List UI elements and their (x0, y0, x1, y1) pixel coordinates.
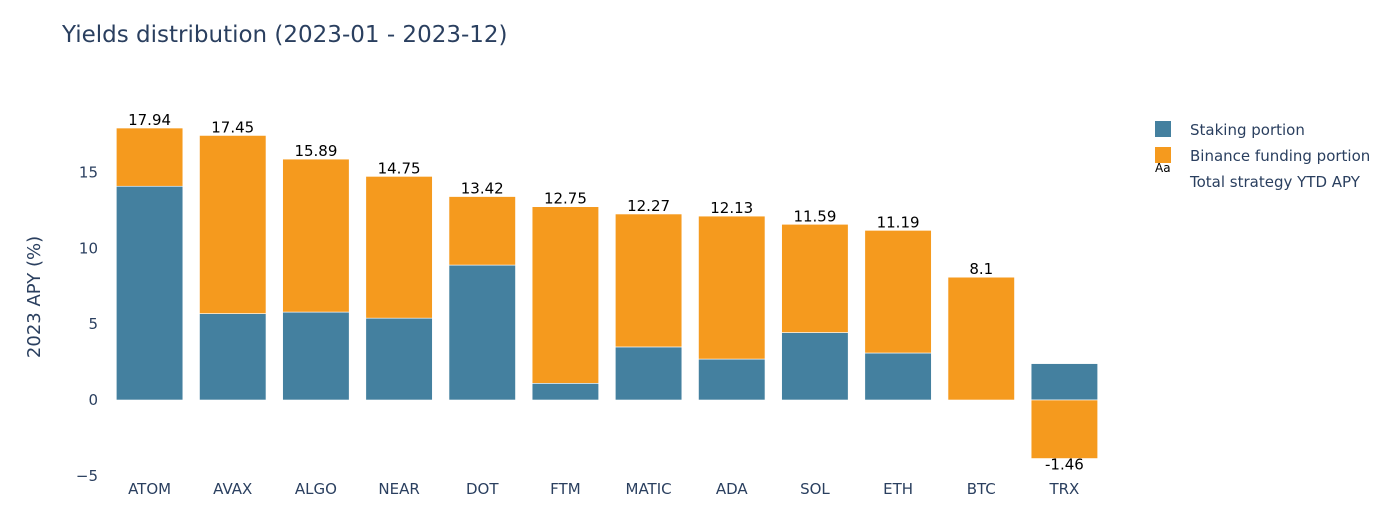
total-label-algo: 15.89 (294, 142, 337, 160)
bar-binance-funding-atom[interactable] (116, 127, 184, 187)
x-tick-label-btc: BTC (967, 480, 996, 498)
bar-staking-trx[interactable] (1030, 363, 1098, 401)
bar-staking-near[interactable] (365, 317, 433, 401)
x-axis-ticks: ATOM AVAX ALGO NEAR DOT FTM MATIC ADA SOL ETH BTC T… (128, 480, 1079, 498)
x-tick-label-trx: TRX (1048, 480, 1079, 498)
bar-staking-matic[interactable] (615, 346, 683, 401)
bar-staking-sol[interactable] (781, 332, 849, 401)
y-tick-label: −5 (76, 467, 98, 485)
bars-layer (116, 127, 1098, 459)
legend-text-marker: Aa (1155, 161, 1171, 175)
bar-staking-dot[interactable] (448, 264, 516, 401)
x-tick-label-sol: SOL (800, 480, 830, 498)
bar-staking-avax[interactable] (199, 313, 267, 401)
x-tick-label-eth: ETH (883, 480, 913, 498)
total-label-matic: 12.27 (627, 197, 670, 215)
bar-staking-algo[interactable] (282, 311, 350, 401)
legend-label-staking[interactable]: Staking portion (1190, 121, 1305, 139)
chart-title: Yields distribution (2023-01 - 2023-12) (61, 22, 508, 48)
total-label-trx: -1.46 (1045, 456, 1084, 474)
total-label-ftm: 12.75 (544, 190, 587, 208)
bar-binance-funding-ftm[interactable] (531, 206, 599, 384)
y-tick-label: 10 (79, 239, 98, 257)
total-label-dot: 13.42 (461, 180, 504, 198)
total-label-near: 14.75 (378, 159, 421, 177)
total-label-eth: 11.19 (877, 213, 920, 231)
legend-label-binance-funding[interactable]: Binance funding portion (1190, 147, 1370, 165)
y-tick-label: 15 (79, 164, 98, 182)
bar-binance-funding-avax[interactable] (199, 135, 267, 314)
x-tick-label-ada: ADA (716, 480, 749, 498)
bar-binance-funding-eth[interactable] (864, 230, 932, 354)
bar-binance-funding-btc[interactable] (947, 276, 1015, 401)
x-tick-label-matic: MATIC (626, 480, 672, 498)
legend-label-total[interactable]: Total strategy YTD APY (1189, 173, 1361, 191)
bar-staking-ada[interactable] (698, 358, 766, 401)
total-label-atom: 17.94 (128, 111, 171, 129)
bar-binance-funding-sol[interactable] (781, 224, 849, 333)
y-axis-title: 2023 APY (%) (24, 236, 45, 358)
x-tick-label-ftm: FTM (550, 480, 580, 498)
bar-binance-funding-matic[interactable] (615, 213, 683, 348)
legend-swatch-binance-funding[interactable] (1155, 147, 1171, 163)
bar-binance-funding-dot[interactable] (448, 196, 516, 266)
total-label-btc: 8.1 (969, 260, 993, 278)
legend-swatch-staking[interactable] (1155, 121, 1171, 137)
bar-binance-funding-ada[interactable] (698, 215, 766, 360)
x-tick-label-dot: DOT (466, 480, 499, 498)
y-tick-label: 0 (88, 391, 98, 409)
bar-binance-funding-trx[interactable] (1030, 399, 1098, 459)
x-tick-label-near: NEAR (378, 480, 419, 498)
total-label-ada: 12.13 (710, 199, 753, 217)
y-axis-ticks: −5 0 5 10 15 (76, 164, 98, 485)
legend[interactable]: Staking portion Binance funding portion Aa… (1155, 121, 1370, 191)
bar-staking-atom[interactable] (116, 185, 184, 401)
x-tick-label-atom: ATOM (128, 480, 171, 498)
bar-staking-ftm[interactable] (531, 383, 599, 401)
x-tick-label-algo: ALGO (295, 480, 337, 498)
y-tick-label: 5 (88, 315, 98, 333)
bar-staking-eth[interactable] (864, 352, 932, 401)
bar-binance-funding-near[interactable] (365, 176, 433, 319)
bar-binance-funding-algo[interactable] (282, 158, 350, 313)
data-labels-layer: 17.94 17.45 15.89 14.75 13.42 12.75 12.27 12.13… (128, 111, 1084, 473)
total-label-sol: 11.59 (793, 207, 836, 225)
x-tick-label-avax: AVAX (213, 480, 252, 498)
total-label-avax: 17.45 (211, 118, 254, 136)
